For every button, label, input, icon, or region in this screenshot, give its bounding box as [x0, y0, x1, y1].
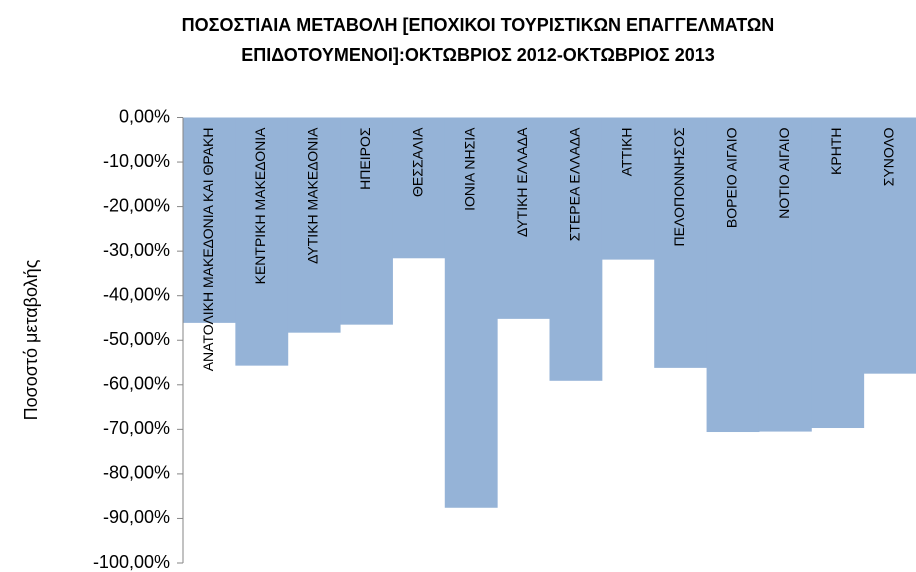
- bar: [811, 117, 865, 429]
- x-tick-label: ΔΥΤΙΚΗ ΜΑΚΕΔΟΝΙΑ: [305, 127, 321, 264]
- y-tick-label: -40,00%: [103, 284, 170, 304]
- y-tick-label: -80,00%: [103, 463, 170, 483]
- x-tick-label: ΒΟΡΕΙΟ ΑΙΓΑΙΟ: [723, 127, 739, 228]
- x-tick-label: ΣΥΝΟΛΟ: [881, 127, 897, 186]
- y-tick-label: 0,00%: [119, 106, 170, 126]
- bar: [183, 117, 236, 323]
- y-tick-label: -90,00%: [103, 507, 170, 527]
- chart-title: ΕΠΙΔΟΤΟΥΜΕΝΟΙ]:ΟΚΤΩΒΡΙΟΣ 2012-ΟΚΤΩΒΡΙΟΣ …: [241, 45, 715, 65]
- bar: [235, 117, 289, 366]
- x-tick-label: ΗΠΕΙΡΟΣ: [357, 127, 373, 190]
- y-tick-label: -20,00%: [103, 195, 170, 215]
- y-tick-label: -50,00%: [103, 329, 170, 349]
- bar: [287, 117, 341, 333]
- bar: [601, 117, 655, 260]
- x-tick-label: ΙΟΝΙΑ ΝΗΣΙΑ: [462, 127, 478, 211]
- bar: [654, 117, 708, 368]
- x-tick-label: ΣΤΕΡΕΑ ΕΛΛΑΔΑ: [566, 127, 582, 241]
- bar: [863, 117, 916, 374]
- bar: [549, 117, 603, 381]
- x-tick-label: ΝΟΤΙΟ ΑΙΓΑΙΟ: [776, 127, 792, 218]
- bar: [706, 117, 760, 433]
- x-tick-label: ΑΝΑΤΟΛΙΚΗ ΜΑΚΕΔΟΝΙΑ ΚΑΙ ΘΡΑΚΗ: [200, 128, 216, 372]
- bar: [497, 117, 550, 319]
- x-tick-label: ΔΥΤΙΚΗ ΕΛΛΑΔΑ: [514, 127, 530, 237]
- y-tick-label: -30,00%: [103, 240, 170, 260]
- chart-title: ΠΟΣΟΣΤΙΑΙΑ ΜΕΤΑΒΟΛΗ [ΕΠΟΧΙΚΟΙ ΤΟΥΡΙΣΤΙΚΩ…: [182, 15, 775, 35]
- x-tick-label: ΚΕΝΤΡΙΚΗ ΜΑΚΕΔΟΝΙΑ: [252, 127, 268, 285]
- bar: [392, 117, 446, 259]
- y-tick-label: -10,00%: [103, 151, 170, 171]
- y-tick-label: -60,00%: [103, 374, 170, 394]
- x-tick-label: ΚΡΗΤΗ: [828, 128, 844, 175]
- x-tick-label: ΠΕΛΟΠΟΝΝΗΣΟΣ: [671, 127, 687, 246]
- x-tick-label: ΘΕΣΣΑΛΙΑ: [409, 127, 425, 197]
- y-tick-label: -100,00%: [93, 552, 170, 572]
- x-tick-label: ΑΤΤΙΚΗ: [619, 128, 635, 177]
- y-tick-label: -70,00%: [103, 418, 170, 438]
- bar: [340, 117, 393, 325]
- y-axis-label: Ποσοστό μεταβολής: [21, 259, 41, 420]
- bar: [758, 117, 812, 432]
- bar: [444, 117, 498, 508]
